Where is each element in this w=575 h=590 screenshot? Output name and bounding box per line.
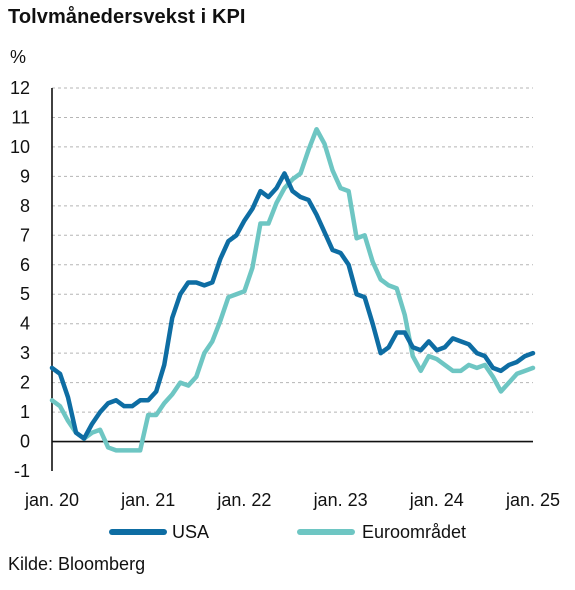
y-tick-label: 3 <box>20 343 30 363</box>
y-tick-label: 4 <box>20 314 30 334</box>
y-tick-label: 6 <box>20 255 30 275</box>
series-lines <box>49 127 536 453</box>
gridlines <box>51 87 533 471</box>
series-line-usa <box>49 171 536 441</box>
x-axis-ticks: jan. 20 jan. 21 jan. 22 jan. 23 jan. 24 jan. … <box>24 490 560 510</box>
x-tick-label: jan. 20 <box>24 490 79 510</box>
y-tick-label: 11 <box>11 107 30 127</box>
x-tick-label: jan. 23 <box>313 490 368 510</box>
x-tick-label: jan. 22 <box>216 490 271 510</box>
x-tick-label: jan. 25 <box>505 490 560 510</box>
y-tick-label: 7 <box>20 225 30 245</box>
y-axis-unit-label: % <box>10 47 26 67</box>
y-tick-label: 2 <box>20 373 30 393</box>
x-tick-label: jan. 24 <box>409 490 464 510</box>
legend-label: Euroområdet <box>362 522 466 542</box>
legend: USA Euroområdet <box>109 522 466 542</box>
series-line-euroomr-det <box>49 127 536 453</box>
y-tick-label: 10 <box>10 137 30 157</box>
y-tick-label: -1 <box>14 461 30 481</box>
y-tick-label: 12 <box>10 78 30 98</box>
source-note: Kilde: Bloomberg <box>8 554 146 574</box>
legend-label: USA <box>172 522 209 542</box>
y-tick-label: 0 <box>20 432 30 452</box>
y-tick-label: 5 <box>20 284 30 304</box>
chart-title: Tolvmånedersvekst i KPI <box>8 6 246 28</box>
y-tick-label: 8 <box>20 196 30 216</box>
y-tick-label: 1 <box>20 402 30 422</box>
x-tick-label: jan. 21 <box>120 490 175 510</box>
y-tick-label: 9 <box>20 166 30 186</box>
